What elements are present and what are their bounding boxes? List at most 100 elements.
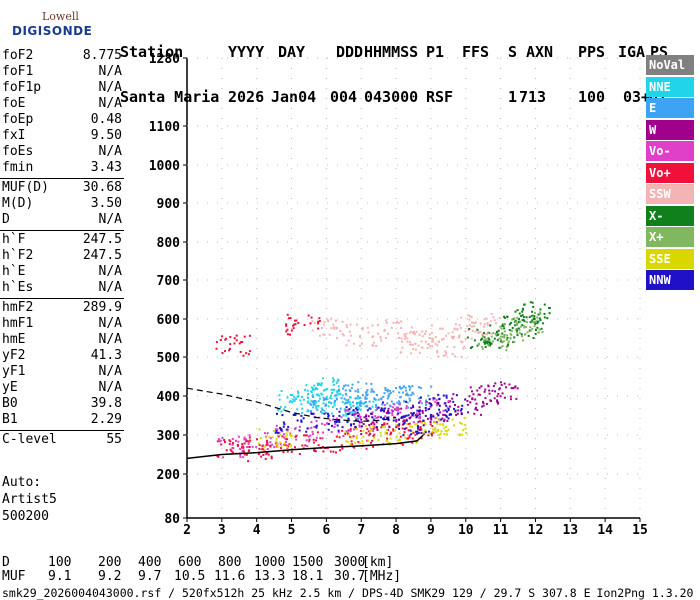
echo-point-vominus (282, 433, 285, 436)
echo-point-ssw (347, 339, 350, 342)
echo-point-e (351, 383, 354, 386)
muf-unit: [MHz] (362, 569, 402, 584)
echo-point-w (513, 386, 516, 389)
echo-point-w (451, 397, 454, 400)
echo-point-e (397, 400, 400, 403)
echo-point-nnw (377, 406, 380, 409)
echo-point-w (510, 387, 513, 390)
param-name: D (2, 212, 10, 227)
echo-point-xplus (531, 315, 534, 318)
param-value: N/A (98, 332, 122, 347)
echo-point-sse (286, 430, 289, 433)
echo-point-voplus (223, 350, 226, 353)
echo-point-vominus (242, 449, 245, 452)
echo-point-w (471, 398, 474, 401)
echo-point-e (323, 397, 326, 400)
x-tick-label: 11 (493, 523, 509, 538)
echo-point-vominus (273, 446, 276, 449)
header-values-row: Santa Maria 2026 Jan04 004 043000 RSF 1 713 100 0… (120, 90, 667, 105)
muf-value: 9.2 (98, 569, 122, 584)
echo-point-e (324, 404, 327, 407)
param-value: 39.8 (90, 396, 122, 411)
echo-point-e (358, 402, 361, 405)
echo-point-voplus (228, 439, 231, 442)
echo-point-voplus (242, 446, 245, 449)
echo-point-ssw (395, 321, 398, 324)
echo-point-ssw (441, 327, 444, 330)
header-value-9: 100 (578, 88, 606, 106)
echo-point-ssw (460, 316, 463, 319)
echo-point-voplus (242, 354, 245, 357)
echo-point-nnw (332, 415, 335, 418)
echo-point-ssw (479, 331, 482, 334)
echo-point-sse (435, 430, 438, 433)
echo-point-xplus (518, 328, 521, 331)
param-name: B0 (2, 396, 18, 411)
echo-point-vominus (442, 409, 445, 412)
echo-point-nnw (358, 421, 361, 424)
echo-point-nnw (410, 433, 413, 436)
echo-point-ssw (474, 330, 477, 333)
echo-point-vominus (309, 434, 312, 437)
echo-point-sse (443, 427, 446, 430)
echo-point-nnw (461, 404, 464, 407)
echo-point-ssw (463, 345, 466, 348)
echo-point-e (355, 402, 358, 405)
echo-point-ssw (420, 340, 423, 343)
echo-point-nne (320, 392, 323, 395)
echo-point-nne (337, 378, 340, 381)
echo-point-xminus (471, 345, 474, 348)
echo-point-sse (272, 430, 275, 433)
echo-point-e (320, 410, 323, 413)
echo-point-e (340, 397, 343, 400)
echo-point-voplus (286, 313, 289, 316)
echo-point-xplus (513, 317, 516, 320)
echo-point-sse (397, 426, 400, 429)
echo-point-voplus (408, 434, 411, 437)
echo-point-e (407, 394, 410, 397)
echo-point-nnw (298, 429, 301, 432)
echo-point-w (474, 408, 477, 411)
header-label-yyyy: YYYY (228, 43, 265, 61)
echo-point-w (493, 397, 496, 400)
echo-point-ssw (428, 336, 431, 339)
echo-point-xminus (529, 301, 532, 304)
echo-point-sse (369, 430, 372, 433)
echo-point-sse (354, 441, 357, 444)
echo-point-ssw (447, 332, 450, 335)
echo-point-ssw (390, 326, 393, 329)
echo-point-sse (435, 416, 438, 419)
echo-point-nnw (442, 394, 445, 397)
echo-point-e (364, 400, 367, 403)
echo-point-e (408, 397, 411, 400)
echo-point-ssw (401, 340, 404, 343)
legend-item-noval: NoVal (646, 55, 694, 75)
echo-point-nne (312, 387, 315, 390)
echo-point-vominus (289, 432, 292, 435)
legend-item-nne: NNE (646, 76, 694, 97)
echo-point-sse (257, 442, 260, 445)
echo-point-ssw (453, 346, 456, 349)
echo-point-xplus (525, 320, 528, 323)
echo-point-ssw (493, 319, 496, 322)
header-value-0: Santa Maria (120, 88, 220, 106)
echo-point-nne (301, 407, 304, 410)
echo-point-e (403, 385, 406, 388)
x-tick-label: 4 (253, 523, 261, 538)
echo-point-e (365, 390, 368, 393)
echo-point-w (442, 420, 445, 423)
echo-point-nne (374, 399, 377, 402)
echo-point-voplus (294, 319, 297, 322)
echo-point-vominus (399, 411, 402, 414)
echo-point-xminus (506, 344, 509, 347)
echo-point-nnw (323, 412, 326, 415)
echo-point-xplus (506, 338, 509, 341)
echo-point-ssw (446, 345, 449, 348)
echo-point-ssw (341, 320, 344, 323)
echo-point-vominus (374, 415, 377, 418)
echo-point-sse (438, 419, 441, 422)
echo-point-ssw (403, 337, 406, 340)
header-label-p1: P1 (426, 43, 445, 61)
param-name: yF1 (2, 364, 26, 379)
